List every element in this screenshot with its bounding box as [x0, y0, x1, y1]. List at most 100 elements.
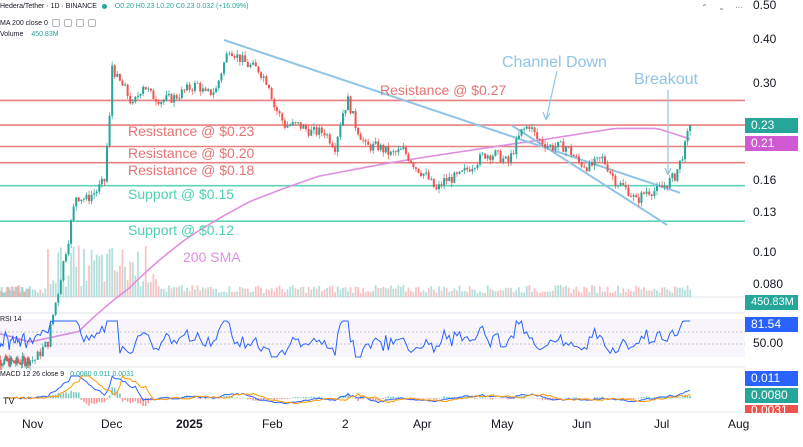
volume-bar — [137, 251, 139, 297]
macd-legend[interactable]: MACD 12 26 close 9 0.0080 0.011 0.0031 — [0, 371, 134, 378]
macd-histogram-bar — [640, 396, 643, 399]
volume-bar — [541, 291, 544, 297]
pane-more-button[interactable]: ··· — [735, 3, 743, 12]
candle-body — [637, 197, 640, 203]
volume-bar — [450, 290, 453, 297]
candle-body — [39, 351, 42, 357]
candle-body — [201, 88, 204, 92]
close-icon[interactable] — [75, 19, 84, 27]
macd-histogram-bar — [352, 397, 354, 399]
macd-histogram-bar — [247, 398, 249, 400]
volume-bar — [572, 289, 575, 297]
candle-body — [294, 122, 297, 123]
pane-controls: ⌃ ⌄ ··· — [693, 3, 743, 12]
macd-histogram-bar — [536, 398, 538, 399]
candle-body — [17, 362, 20, 364]
settings-icon[interactable] — [63, 19, 72, 27]
macd-histogram-bar — [157, 397, 160, 399]
volume-bar — [75, 266, 78, 297]
candle-body — [432, 178, 435, 188]
ma-legend[interactable]: MA 200 close 0 — [0, 19, 96, 27]
candle-body — [116, 73, 119, 77]
volume-bar — [152, 273, 155, 297]
x-tick-label: Jun — [572, 417, 592, 431]
macd-histogram-bar — [188, 396, 191, 399]
macd-histogram-bar — [606, 398, 609, 399]
macd-histogram-bar — [427, 398, 430, 399]
volume-bar — [80, 286, 83, 297]
candle-body — [504, 156, 507, 159]
candle-body — [305, 125, 307, 130]
volume-bar — [580, 292, 583, 297]
rsi-legend[interactable]: RSI 14 — [0, 316, 21, 323]
volume-bar — [215, 288, 217, 297]
macd-histogram-bar — [588, 398, 591, 399]
macd-histogram-bar — [671, 397, 674, 399]
macd-histogram-bar — [194, 397, 196, 399]
macd-histogram-bar — [512, 398, 515, 400]
candle-body — [106, 145, 108, 182]
volume-bar — [209, 286, 212, 297]
candle-body — [278, 111, 281, 114]
macd-histogram-bar — [440, 397, 443, 399]
volume-bar — [281, 289, 284, 297]
eye-icon[interactable] — [51, 19, 60, 27]
rsi-label: RSI 14 — [0, 316, 22, 323]
candle-body — [435, 187, 438, 190]
candle-body — [212, 92, 215, 95]
volume-bar — [369, 292, 372, 297]
macd-histogram-bar — [601, 396, 604, 399]
volume-bar — [410, 290, 412, 297]
candle-body — [147, 88, 150, 90]
macd-histogram-bar — [254, 398, 257, 401]
volume-bar — [598, 286, 601, 297]
volume-bar — [131, 262, 134, 297]
candle-body — [564, 146, 567, 152]
macd-histogram-bar — [126, 398, 129, 402]
volume-bar — [354, 286, 357, 297]
candle-body — [318, 127, 321, 135]
candle-body — [575, 156, 578, 157]
candle-body — [458, 171, 461, 174]
candle-body — [44, 341, 47, 348]
symbol-title[interactable]: Hedera/Tether · 1D · BINANCE — [0, 3, 97, 10]
candle-body — [0, 364, 3, 366]
volume-bar — [220, 292, 223, 297]
macd-label: MACD 12 26 close 9 — [0, 371, 65, 378]
pane-up-button[interactable]: ⌃ — [701, 3, 708, 12]
volume-bar — [291, 285, 294, 297]
macd-histogram-bar — [554, 398, 557, 400]
candle-body — [100, 178, 103, 185]
volume-legend[interactable]: Volume 450.83M — [0, 31, 59, 38]
candle-body — [149, 88, 152, 91]
volume-bar — [596, 292, 599, 297]
macd-legend-values: 0.0080 0.011 0.0031 — [70, 371, 134, 378]
candle-body — [630, 195, 632, 197]
volume-bar — [47, 248, 49, 297]
volume-bar — [299, 287, 302, 297]
macd-histogram-bar — [674, 397, 676, 399]
candle-body — [139, 93, 142, 96]
more-icon[interactable] — [87, 19, 96, 27]
candle-body — [126, 84, 129, 97]
volume-bar — [225, 292, 228, 297]
macd-histogram-bar — [638, 397, 640, 399]
volume-bar — [405, 291, 407, 297]
volume-bar — [305, 292, 307, 297]
pane-down-button[interactable]: ⌄ — [718, 3, 725, 12]
candle-body — [75, 197, 78, 207]
volume-bar — [635, 285, 638, 297]
volume-bar — [334, 292, 336, 297]
macd-histogram-bar — [90, 398, 93, 404]
candle-body — [609, 171, 612, 174]
x-tick-label: Feb — [262, 417, 283, 431]
macd-histogram-bar — [484, 397, 486, 399]
candle-body — [46, 341, 49, 347]
macd-histogram-bar — [435, 398, 438, 400]
volume-bar — [278, 285, 281, 297]
macd-histogram-bar — [354, 398, 357, 399]
candle-body — [359, 134, 362, 140]
candle-body — [228, 53, 231, 55]
volume-bar — [183, 291, 186, 297]
